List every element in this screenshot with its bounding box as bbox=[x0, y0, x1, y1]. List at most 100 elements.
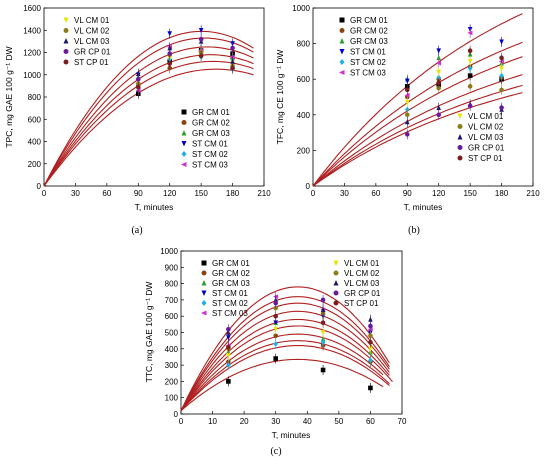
data-point bbox=[467, 48, 473, 54]
data-point bbox=[201, 290, 207, 296]
legend-label: GR CP 01 bbox=[74, 48, 111, 57]
data-point bbox=[436, 85, 442, 91]
x-tick-label: 60 bbox=[371, 189, 380, 198]
legend-label: VL CM 03 bbox=[344, 279, 380, 288]
data-point bbox=[181, 162, 187, 167]
data-point bbox=[201, 280, 207, 286]
data-point bbox=[457, 113, 463, 119]
y-tick-label: 0 bbox=[174, 410, 179, 419]
data-point bbox=[226, 353, 231, 359]
y-tick-label: 400 bbox=[165, 345, 179, 354]
fit-curve bbox=[180, 358, 384, 412]
data-point bbox=[404, 87, 410, 93]
x-tick-label: 30 bbox=[340, 189, 349, 198]
data-point bbox=[198, 53, 204, 59]
data-point bbox=[273, 313, 279, 319]
fit-curve bbox=[312, 41, 523, 187]
data-point bbox=[333, 280, 339, 286]
data-point bbox=[339, 17, 345, 23]
data-point bbox=[467, 30, 473, 36]
legend-label: VL CM 03 bbox=[74, 37, 110, 46]
data-point bbox=[368, 385, 373, 391]
x-tick-label: 60 bbox=[102, 189, 111, 198]
y-tick-label: 600 bbox=[297, 75, 311, 84]
fit-curve bbox=[43, 30, 254, 187]
legend-label: GR CM 03 bbox=[350, 37, 388, 46]
data-point bbox=[467, 65, 473, 72]
data-point bbox=[457, 124, 463, 129]
data-point bbox=[226, 379, 231, 384]
fit-curve bbox=[180, 310, 390, 411]
x-tick-label: 210 bbox=[526, 189, 540, 198]
data-point bbox=[273, 300, 279, 306]
ylabel-b: TFC, mg CE 100 g⁻¹ DW bbox=[275, 50, 285, 145]
legend-label: GR CM 03 bbox=[192, 129, 230, 138]
legend-label: VL CM 01 bbox=[74, 16, 110, 25]
fit-curve bbox=[180, 325, 393, 412]
legend-label: GR CP 01 bbox=[468, 144, 505, 153]
data-point bbox=[467, 84, 473, 89]
data-point bbox=[436, 48, 442, 54]
data-point bbox=[467, 59, 473, 65]
data-point bbox=[181, 141, 187, 147]
legend-label: GR CP 01 bbox=[344, 289, 381, 298]
panel-b: TFC, mg CE 100 g⁻¹ DW T, minutes (b) 0 30… bbox=[275, 4, 540, 236]
data-point bbox=[467, 103, 473, 109]
data-point bbox=[135, 70, 141, 76]
fit-curve bbox=[312, 56, 523, 187]
legend-label: GR CM 01 bbox=[192, 108, 230, 117]
data-point bbox=[226, 326, 231, 332]
x-tick-label: 90 bbox=[134, 189, 143, 198]
legend-label: ST CM 02 bbox=[212, 299, 248, 308]
y-tick-label: 200 bbox=[165, 377, 179, 386]
data-point bbox=[457, 155, 463, 161]
xlabel-b: T, minutes bbox=[404, 202, 443, 212]
panel-c: TTC, mg GAE 100 g⁻¹ DW T, minutes (c) 0 1… bbox=[144, 247, 407, 457]
data-point bbox=[368, 346, 373, 352]
legend-label: GR CM 02 bbox=[192, 119, 230, 128]
legend-label: GR CM 03 bbox=[212, 279, 250, 288]
data-point bbox=[368, 339, 373, 345]
data-point bbox=[135, 84, 141, 90]
y-tick-label: 1000 bbox=[23, 71, 41, 80]
y-tick-label: 1400 bbox=[23, 26, 41, 35]
data-point bbox=[63, 38, 69, 44]
data-point bbox=[201, 260, 207, 266]
data-point bbox=[226, 335, 231, 341]
legend-label: GR CM 01 bbox=[212, 259, 250, 268]
data-point bbox=[226, 362, 231, 368]
fit-curve bbox=[43, 60, 254, 187]
data-point bbox=[457, 134, 463, 140]
x-tick-label: 0 bbox=[42, 189, 47, 198]
data-point bbox=[404, 92, 410, 98]
data-point bbox=[320, 330, 326, 336]
data-point bbox=[436, 74, 442, 81]
data-point bbox=[226, 344, 231, 350]
x-tick-label: 0 bbox=[311, 189, 316, 198]
legend-label: ST CM 01 bbox=[212, 289, 248, 298]
fit-curve bbox=[180, 286, 390, 411]
data-point bbox=[167, 31, 173, 37]
data-point bbox=[273, 356, 279, 361]
data-point bbox=[404, 100, 410, 106]
panel-label-a: (a) bbox=[131, 225, 142, 236]
data-point bbox=[499, 39, 504, 45]
data-point bbox=[63, 49, 69, 54]
data-point bbox=[273, 341, 279, 347]
y-tick-label: 200 bbox=[28, 160, 42, 169]
legend-label: ST CP 01 bbox=[344, 299, 379, 308]
data-point bbox=[368, 323, 373, 329]
y-tick-label: 1000 bbox=[160, 247, 178, 256]
panel-label-c: (c) bbox=[270, 446, 281, 457]
legend-label: VL CM 02 bbox=[74, 27, 110, 36]
y-tick-label: 400 bbox=[28, 138, 42, 147]
legend-label: ST CP 01 bbox=[468, 154, 503, 163]
y-tick-label: 500 bbox=[165, 329, 179, 338]
data-point bbox=[404, 112, 410, 118]
data-point bbox=[457, 145, 463, 150]
y-tick-label: 1200 bbox=[23, 49, 41, 58]
data-point bbox=[404, 119, 410, 125]
data-point bbox=[404, 78, 410, 84]
data-point bbox=[320, 306, 326, 312]
x-tick-label: 20 bbox=[240, 417, 249, 426]
